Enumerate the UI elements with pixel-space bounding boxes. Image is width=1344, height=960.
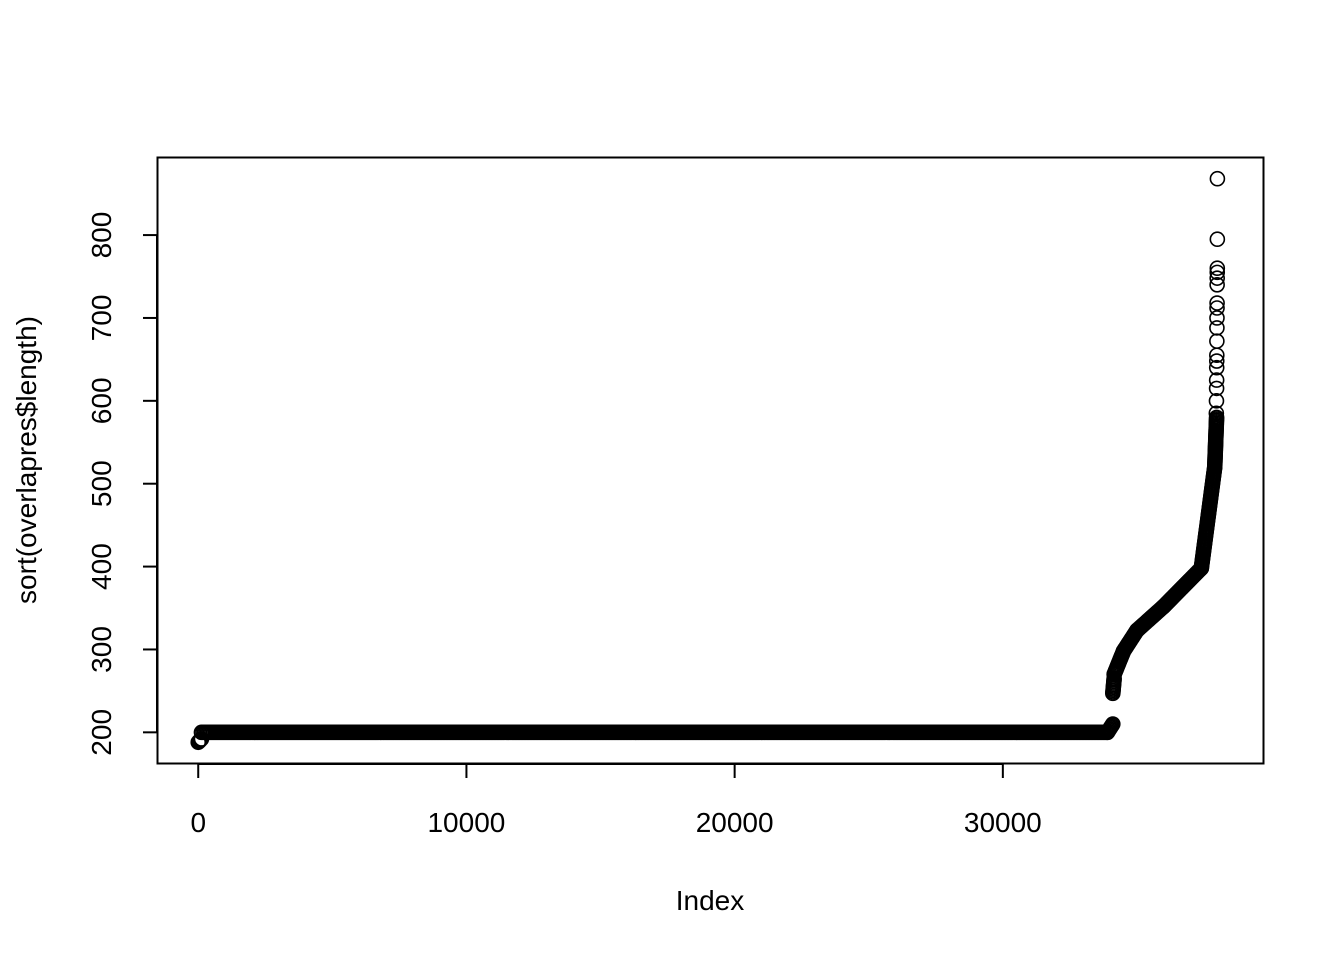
data-point xyxy=(1105,716,1121,732)
x-tick-label: 20000 xyxy=(696,807,774,838)
y-tick-label: 600 xyxy=(86,377,117,424)
data-point xyxy=(1209,260,1226,277)
data-point xyxy=(1209,231,1226,248)
data-point xyxy=(1209,264,1226,281)
y-axis-label: sort(overlapres$length) xyxy=(11,316,42,604)
y-axis: 200 300 400 500 600 700 800 xyxy=(86,212,158,756)
x-tick-label: 10000 xyxy=(427,807,505,838)
data-point xyxy=(1208,405,1225,422)
y-tick-label: 200 xyxy=(86,709,117,756)
data-points xyxy=(190,170,1226,751)
data-point xyxy=(1209,277,1225,293)
data-point xyxy=(1209,170,1226,187)
x-axis-label: Index xyxy=(676,885,745,916)
x-axis: 0 10000 20000 30000 xyxy=(190,763,1042,838)
y-tick-label: 800 xyxy=(86,212,117,259)
data-point xyxy=(1208,372,1225,388)
x-tick-label: 0 xyxy=(190,807,206,838)
data-point xyxy=(1208,359,1225,376)
data-point xyxy=(1208,393,1225,409)
data-point xyxy=(1209,320,1225,336)
data-point xyxy=(1209,300,1225,316)
x-tick-label: 30000 xyxy=(964,807,1042,838)
data-point xyxy=(1209,295,1225,311)
data-point xyxy=(1209,270,1225,286)
data-point xyxy=(1208,380,1225,397)
data-point xyxy=(1209,310,1225,326)
y-tick-label: 300 xyxy=(86,626,117,673)
data-point xyxy=(1209,333,1225,349)
plot-box xyxy=(156,156,1265,765)
y-tick-label: 400 xyxy=(86,543,117,590)
data-point xyxy=(1208,409,1225,426)
data-point xyxy=(1208,353,1225,369)
y-tick-label: 500 xyxy=(86,460,117,507)
y-tick-label: 700 xyxy=(86,295,117,342)
